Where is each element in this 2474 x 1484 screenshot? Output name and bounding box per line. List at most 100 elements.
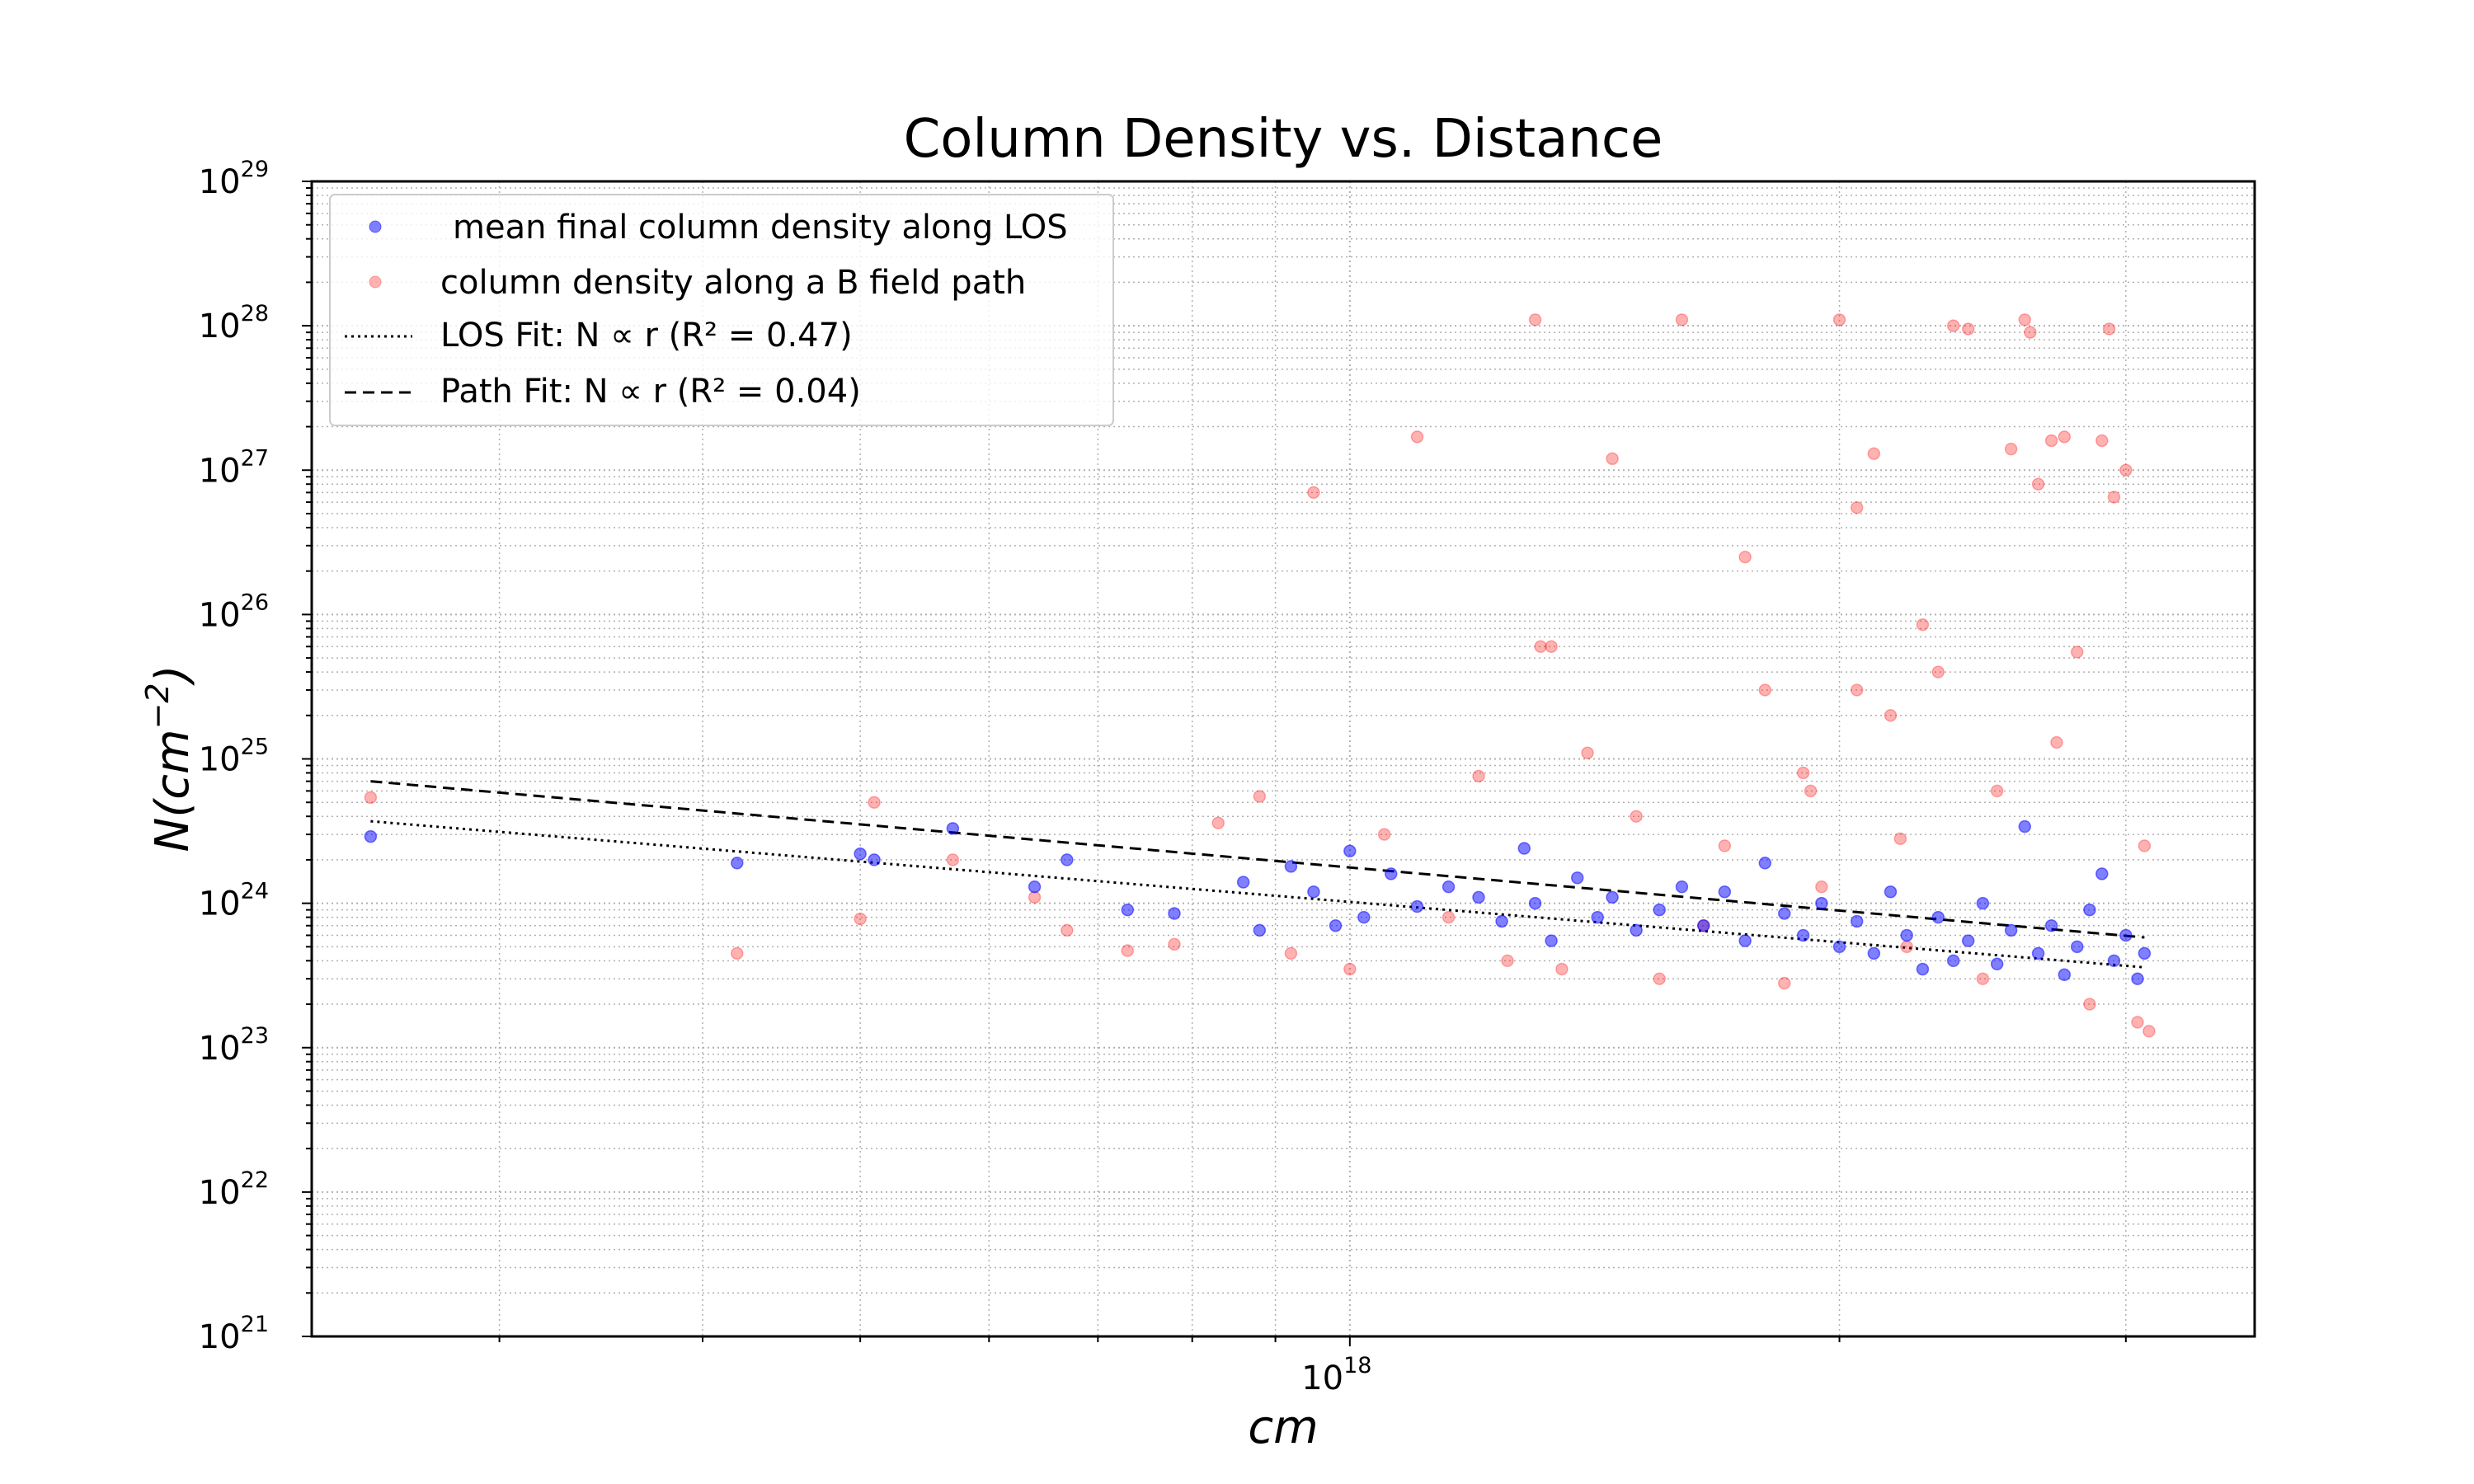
path-data-point	[2018, 313, 2032, 326]
path-data-point	[1028, 890, 1042, 904]
path-data-point	[1961, 322, 1975, 336]
los-data-point	[2107, 954, 2121, 968]
path-data-point	[2024, 326, 2037, 339]
los-fit-line	[370, 819, 2145, 969]
axis-ticks: 1021 1022 1023 1024 1025 1026 1027 1028 1029 1018	[199, 157, 2127, 1397]
y-tick-label: 1021	[199, 1312, 269, 1356]
grid-lines	[312, 181, 2255, 1337]
path-data-point	[2095, 434, 2109, 448]
x-axis-label: cm	[1248, 1401, 1318, 1454]
los-data-point	[854, 847, 867, 861]
los-data-point	[1168, 907, 1181, 920]
los-data-point	[1357, 910, 1371, 924]
los-data-point	[2083, 903, 2096, 917]
path-data-point	[1253, 790, 1267, 803]
los-data-point	[1410, 899, 1424, 913]
y-axis-label: N(cm−2)	[139, 665, 200, 852]
los-data-point	[1946, 954, 1960, 968]
scatter-points	[364, 313, 2156, 1038]
chart-title: Column Density vs. Distance	[904, 109, 1663, 170]
los-data-point	[2095, 867, 2109, 881]
los-data-point	[1796, 928, 1810, 942]
los-data-point	[1329, 919, 1343, 932]
y-tick-label: 1024	[199, 879, 269, 923]
los-data-point	[1815, 896, 1828, 910]
y-tick-label: 1028	[199, 301, 269, 345]
path-data-point	[1900, 940, 1913, 954]
path-data-point	[2138, 839, 2152, 852]
y-tick-label: 1022	[199, 1167, 269, 1212]
path-data-point	[1534, 640, 1547, 653]
path-data-point	[1307, 486, 1320, 500]
path-data-point	[1946, 319, 1960, 332]
x-tick-label: 1018	[1301, 1353, 1371, 1397]
y-tick-label: 1025	[199, 735, 269, 779]
legend-marker-los	[369, 220, 382, 233]
legend-label-los-fit: LOS Fit: N ∝ r (R² = 0.47)	[440, 317, 853, 355]
legend-label-path: column density along a B field path	[440, 264, 1026, 302]
los-data-point	[1495, 914, 1508, 928]
los-data-point	[364, 829, 378, 843]
path-data-point	[854, 912, 867, 926]
los-data-point	[946, 822, 960, 835]
los-data-point	[2138, 946, 2152, 960]
los-data-point	[2031, 946, 2045, 960]
path-data-point	[731, 946, 744, 960]
path-data-point	[1832, 313, 1846, 326]
path-data-point	[1555, 962, 1569, 976]
los-data-point	[1528, 896, 1542, 910]
path-data-point	[1675, 313, 1689, 326]
path-data-point	[1990, 784, 2004, 798]
path-data-point	[1630, 810, 1643, 823]
los-data-point	[1850, 914, 1864, 928]
los-data-point	[1061, 853, 1074, 866]
y-tick-label: 1026	[199, 589, 269, 634]
path-data-point	[2044, 434, 2058, 448]
path-data-point	[1804, 784, 1818, 798]
path-data-point	[1545, 640, 1558, 653]
los-data-point	[2018, 819, 2032, 834]
path-data-point	[2083, 998, 2096, 1011]
path-data-point	[1850, 500, 1864, 514]
path-data-point	[1528, 313, 1542, 326]
los-data-point	[1284, 860, 1298, 873]
path-data-point	[1796, 766, 1810, 780]
los-data-point	[1832, 940, 1846, 954]
y-tick-label: 1023	[199, 1023, 269, 1068]
los-data-point	[1442, 880, 1456, 894]
los-data-point	[1990, 957, 2004, 970]
los-data-point	[1697, 919, 1710, 932]
path-data-point	[1606, 452, 1619, 466]
los-data-point	[1384, 867, 1398, 881]
los-data-point	[868, 853, 881, 866]
path-data-point	[1442, 910, 1456, 924]
path-data-point	[1850, 683, 1864, 697]
los-data-point	[1961, 934, 1975, 947]
path-data-point	[1778, 976, 1791, 990]
path-data-point	[1410, 430, 1424, 444]
y-tick-label: 1027	[199, 445, 269, 490]
los-data-point	[1778, 907, 1791, 920]
los-data-point	[1738, 934, 1752, 947]
path-data-point	[1884, 709, 1898, 722]
path-data-point	[2058, 430, 2072, 444]
los-data-point	[1517, 842, 1531, 855]
path-data-point	[1931, 665, 1945, 679]
los-data-point	[1718, 885, 1732, 899]
path-data-point	[2004, 442, 2018, 456]
path-data-point	[1738, 550, 1752, 564]
los-data-point	[1343, 844, 1357, 858]
los-data-point	[1121, 903, 1135, 917]
los-data-point	[1028, 880, 1042, 894]
los-data-point	[2131, 972, 2144, 985]
path-fit-line	[370, 780, 2145, 939]
los-data-point	[1653, 903, 1666, 917]
path-data-point	[1343, 962, 1357, 976]
fit-lines	[370, 780, 2145, 969]
los-data-point	[1253, 923, 1267, 937]
path-data-point	[2031, 477, 2045, 491]
path-data-point	[868, 796, 881, 809]
los-data-point	[1867, 946, 1881, 960]
path-data-point	[946, 853, 960, 866]
